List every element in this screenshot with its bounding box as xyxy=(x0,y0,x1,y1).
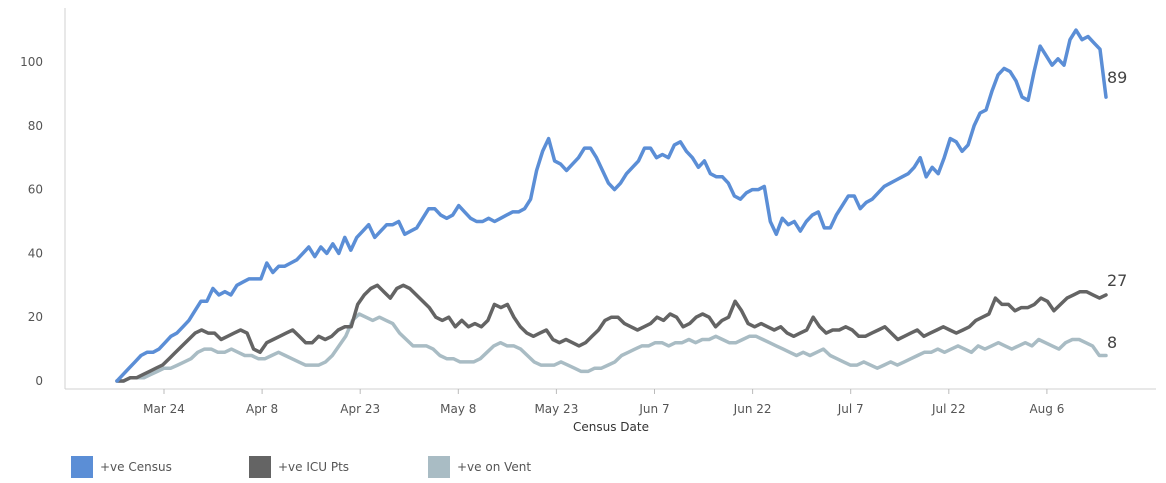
x-tick-label: May 23 xyxy=(534,402,578,416)
x-axis-ticks: Mar 24 Apr 8 Apr 23 May 8 May 23 Jun 7 Jun 22 J… xyxy=(143,389,1064,416)
legend-swatch xyxy=(249,456,271,478)
x-tick-label: Jun 7 xyxy=(638,402,669,416)
legend-swatch xyxy=(71,456,93,478)
y-tick-label: 80 xyxy=(28,119,43,133)
legend-label: +ve ICU Pts xyxy=(278,460,349,474)
y-tick-label: 40 xyxy=(28,246,43,260)
end-label: 27 xyxy=(1107,271,1127,290)
y-tick-label: 20 xyxy=(28,310,43,324)
end-label: 8 xyxy=(1107,333,1117,352)
series-line-2 xyxy=(115,312,1108,383)
x-tick-label: Apr 8 xyxy=(246,402,278,416)
x-tick-label: Aug 6 xyxy=(1029,402,1064,416)
y-tick-label: 100 xyxy=(20,55,43,69)
legend-label: +ve on Vent xyxy=(457,460,531,474)
x-tick-label: Apr 23 xyxy=(340,402,380,416)
axes xyxy=(64,8,1156,390)
x-tick-label: Mar 24 xyxy=(143,402,185,416)
legend-label: +ve Census xyxy=(100,460,172,474)
x-tick-label: Jun 22 xyxy=(733,402,772,416)
x-axis-title: Census Date xyxy=(573,420,649,434)
x-tick-label: Jul 22 xyxy=(931,402,966,416)
end-label: 89 xyxy=(1107,68,1127,87)
end-labels: 8 27 89 xyxy=(1107,68,1127,352)
y-axis-ticks: 0 20 40 60 80 100 xyxy=(20,55,43,388)
series-lines xyxy=(115,28,1108,383)
x-tick-label: May 8 xyxy=(440,402,476,416)
x-tick-label: Jul 7 xyxy=(837,402,864,416)
series-line-0 xyxy=(115,28,1108,383)
legend: +ve Census +ve ICU Pts +ve on Vent xyxy=(71,456,531,478)
y-tick-label: 0 xyxy=(35,374,43,388)
y-tick-label: 60 xyxy=(28,183,43,197)
series-line-1 xyxy=(115,283,1108,383)
legend-swatch xyxy=(428,456,450,478)
